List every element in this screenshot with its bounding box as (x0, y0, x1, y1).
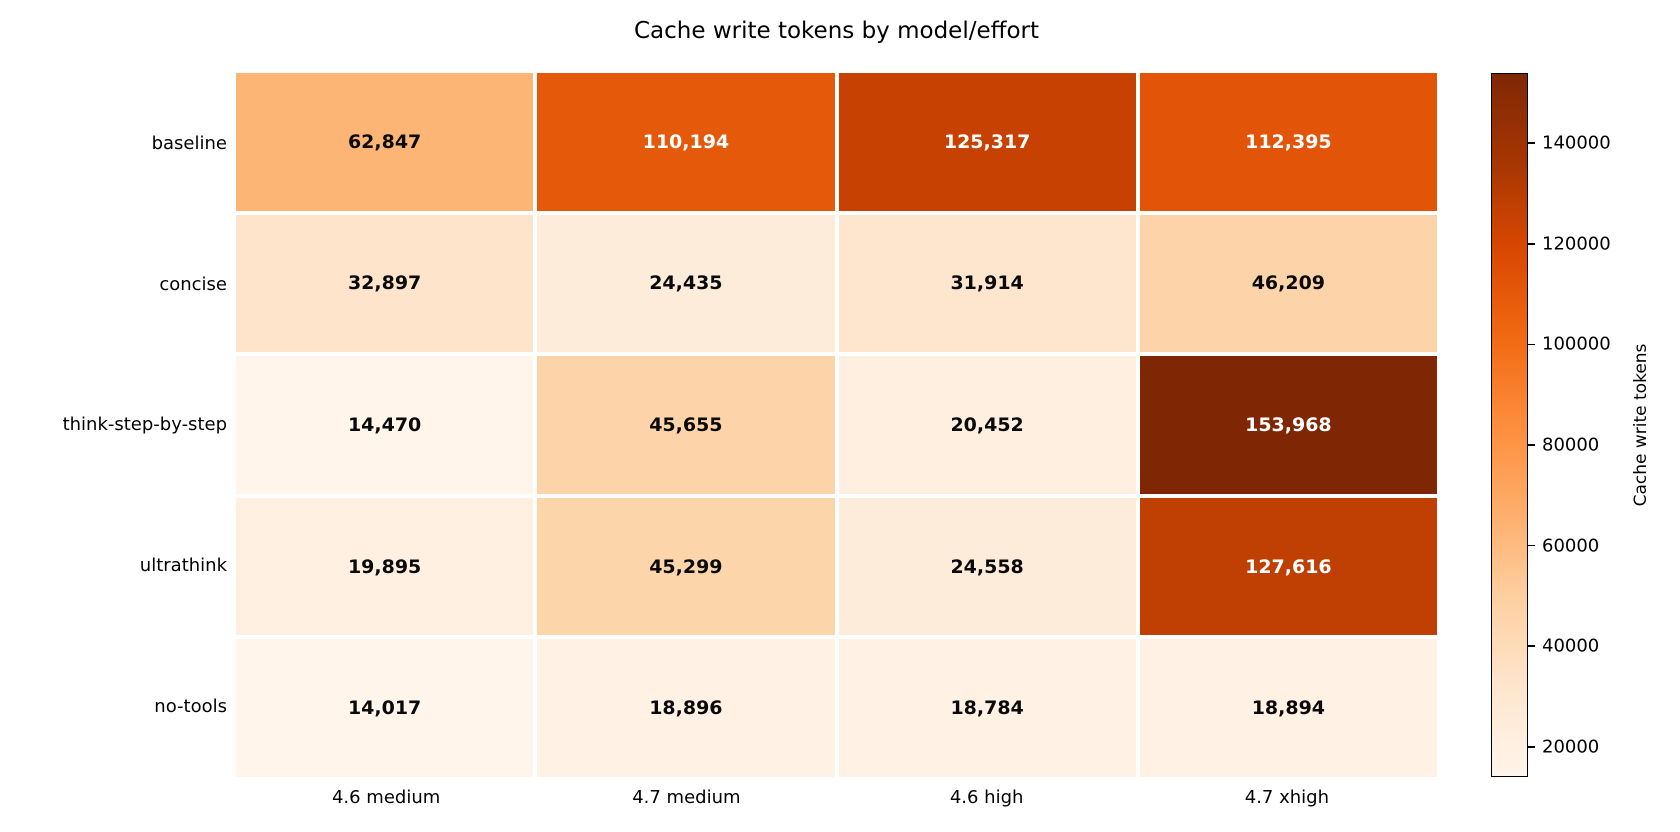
heatmap-cell: 127,616 (1139, 497, 1437, 636)
heatmap-cell: 31,914 (838, 214, 1136, 353)
colorbar-tick-mark (1528, 746, 1535, 748)
x-axis-labels: 4.6 medium 4.7 medium 4.6 high 4.7 xhigh (236, 783, 1437, 811)
heatmap-cell: 14,470 (236, 356, 534, 494)
y-axis-labels: baseline concise think-step-by-step ultrath… (0, 73, 227, 777)
colorbar-tick-label: 40000 (1542, 635, 1600, 657)
heatmap-cell: 19,895 (236, 497, 534, 636)
colorbar-tick-mark (1528, 544, 1535, 547)
heatmap-cell: 24,435 (537, 214, 835, 353)
colorbar-tick-label: 120000 (1542, 233, 1611, 255)
colorbar-tick-mark (1528, 343, 1535, 346)
heatmap-cell: 153,968 (1139, 356, 1437, 494)
heatmap-cell: 14,017 (236, 639, 534, 777)
colorbar-tick-mark (1528, 444, 1535, 446)
y-tick-label: concise (159, 273, 227, 295)
heatmap-cell: 20,452 (838, 356, 1136, 494)
heatmap-cell: 32,897 (236, 214, 534, 353)
heatmap-cell: 18,896 (537, 639, 835, 777)
y-tick-label: think-step-by-step (62, 414, 227, 436)
heatmap-cell: 125,317 (838, 73, 1136, 211)
colorbar-tick-mark (1528, 645, 1535, 648)
y-tick-label: no-tools (154, 696, 227, 718)
x-tick-label: 4.7 xhigh (1244, 786, 1329, 808)
colorbar-tick-mark (1528, 243, 1535, 245)
heatmap-cell: 18,894 (1139, 639, 1437, 777)
y-tick-label: baseline (151, 132, 227, 154)
heatmap-cell: 46,209 (1139, 214, 1437, 353)
colorbar-tick-label: 140000 (1542, 132, 1611, 154)
colorbar-tick-label: 60000 (1542, 535, 1600, 557)
y-tick-label: ultrathink (139, 555, 227, 577)
chart-title: Cache write tokens by model/effort (633, 18, 1039, 44)
heatmap-cell: 112,395 (1139, 73, 1437, 211)
colorbar-label: Cache write tokens (1631, 343, 1651, 507)
colorbar-gradient (1491, 73, 1528, 777)
colorbar-tick-label: 100000 (1542, 333, 1611, 355)
heatmap-cell: 110,194 (537, 73, 835, 211)
heatmap-cell: 18,784 (838, 639, 1136, 777)
heatmap-cell: 24,558 (838, 497, 1136, 636)
colorbar-tick-mark (1528, 142, 1535, 145)
x-tick-label: 4.6 medium (331, 786, 441, 808)
x-tick-label: 4.6 high (949, 786, 1024, 808)
heatmap-cell: 45,655 (537, 356, 835, 494)
heatmap-grid: 62,847 110,194 125,317 112,395 32,897 24,435 3… (236, 73, 1437, 777)
colorbar-tick-label: 80000 (1542, 434, 1600, 456)
colorbar-tick-label: 20000 (1542, 736, 1600, 758)
x-tick-label: 4.7 medium (632, 786, 741, 808)
heatmap-cell: 45,299 (537, 497, 835, 636)
heatmap-cell: 62,847 (236, 73, 534, 211)
